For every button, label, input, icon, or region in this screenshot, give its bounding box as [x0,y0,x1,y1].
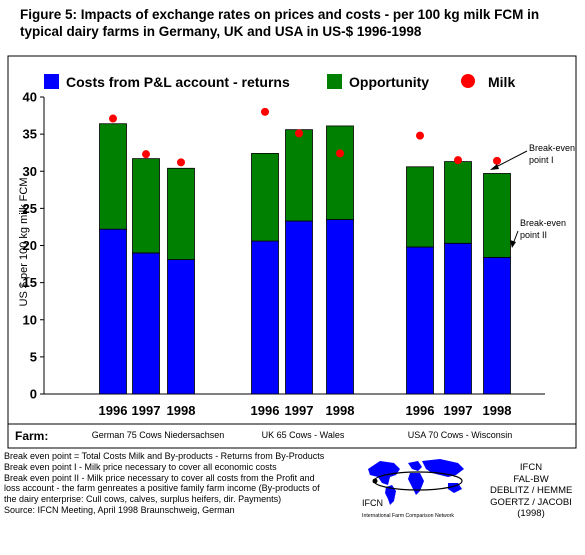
bar-opportunity [444,161,472,244]
farm-label: Farm: [15,429,48,443]
milk-point [261,107,269,116]
chart-frame [7,55,577,449]
bar-opportunity [285,129,313,222]
x-tick-label: 1997 [132,403,161,418]
ifcn-logo: IFCN International Farm Comparison Netwo… [362,459,464,519]
credit-line: IFCN [519,462,543,473]
milk-point [295,129,303,138]
y-tick-label: 40 [23,90,37,105]
y-tick-label: 20 [23,238,37,253]
legend-label-milk: Milk [488,74,515,90]
annotation-arrowhead-2 [510,240,516,248]
footnotes: Break even point = Total Costs Milk and … [4,451,374,516]
credit-line: (1998) [517,508,545,519]
legend-label-costs: Costs from P&L account - returns [66,74,290,90]
y-axis-label: US $ per 100 kg milk FCM [18,178,30,307]
bar-opportunity [132,158,160,254]
footnote-source: Source: IFCN Meeting, April 1998 Braunsc… [4,504,235,515]
credit-line: DEBLITZ / HEMME [490,485,573,496]
annotation-break-even-1-line-1: Break-even [529,143,575,153]
credits: IFCN FAL-BW DEBLITZ / HEMME GOERTZ / JAC… [490,462,572,520]
y-tick-label: 10 [23,312,37,327]
milk-point [454,156,462,165]
milk-point [416,131,424,140]
group-label-germany: German 75 Cows Niedersachsen [92,430,225,440]
legend: Costs from P&L account - returns Opportu… [44,74,515,90]
x-tick-label: 1997 [285,403,314,418]
bar-opportunity [167,167,195,261]
x-axis-labels: 1996 1997 1998 1996 1997 1998 1996 1997 1998 [99,403,512,418]
annotation-arrowhead-1 [490,164,499,170]
legend-swatch-opportunity [327,74,342,89]
bar-opportunity [326,125,354,220]
y-tick-label: 25 [23,201,37,216]
bar-opportunity [99,123,127,230]
bar-opportunity [251,153,279,242]
x-tick-label: 1998 [326,403,355,418]
milk-point [336,149,344,158]
annotation-break-even-2-line-1: Break-even [520,218,566,228]
footnote-line: loss account - the farm genreates a posi… [4,483,320,494]
x-tick-label: 1996 [251,403,280,418]
bars [99,123,511,395]
bar-costs [483,256,511,395]
logo-orbit-dot [372,478,378,484]
footnote-line: Break even point II - Milk price necessa… [4,472,315,483]
milk-point [109,114,117,123]
logo-name: IFCN [362,498,383,508]
credit-line: FAL-BW [513,473,549,485]
y-tick-label: 30 [23,164,37,179]
legend-swatch-costs [44,74,59,89]
legend-marker-milk [461,74,475,88]
y-tick-label: 0 [30,387,37,402]
group-label-uk: UK 65 Cows - Wales [262,430,345,440]
annotation-arrow-1 [491,150,528,170]
annotation-break-even-2-line-2: point II [520,230,547,240]
footnote-line: Break even point I - Milk price necessar… [4,461,277,472]
chart-title: Figure 5: Impacts of exchange rates on p… [20,6,580,40]
x-tick-label: 1996 [406,403,435,418]
y-tick-label: 35 [23,127,37,142]
annotations: Break-even point I Break-even point II [490,143,575,248]
bar-opportunity [483,173,511,258]
chart-title-line-2: typical dairy farms in Germany, UK and U… [20,24,422,39]
bar-costs [406,246,434,395]
footnote-line: the dairy enterprise: Cull cows, calves,… [4,494,282,505]
chart-title-line-1: Figure 5: Impacts of exchange rates on p… [20,7,540,22]
group-label-usa: USA 70 Cows - Wisconsin [408,430,513,440]
milk-point [493,156,501,165]
milk-points [109,107,501,167]
credit-line: GOERTZ / JACOBI [490,496,572,508]
milk-point [177,158,185,167]
x-tick-label: 1996 [99,403,128,418]
y-axis: 0 5 10 15 20 25 30 35 40 [23,90,545,402]
logo-subtitle: International Farm Comparison Network [362,513,454,519]
y-tick-label: 15 [23,275,37,290]
annotation-break-even-1-line-2: point I [529,155,554,165]
chart-area: Costs from P&L account - returns Opportu… [7,55,577,449]
footnote-line: Break even point = Total Costs Milk and … [4,451,325,461]
bar-costs [285,220,313,395]
bar-opportunity [406,166,434,248]
x-tick-label: 1997 [444,403,473,418]
x-tick-label: 1998 [167,403,196,418]
legend-label-opportunity: Opportunity [349,74,429,90]
x-tick-label: 1998 [483,403,512,418]
bar-costs [99,228,127,395]
bar-costs [132,252,160,395]
bar-costs [444,242,472,395]
bar-costs [167,259,195,395]
bar-costs [251,240,279,395]
bar-costs [326,219,354,395]
y-tick-label: 5 [30,349,37,364]
milk-point [142,150,150,159]
